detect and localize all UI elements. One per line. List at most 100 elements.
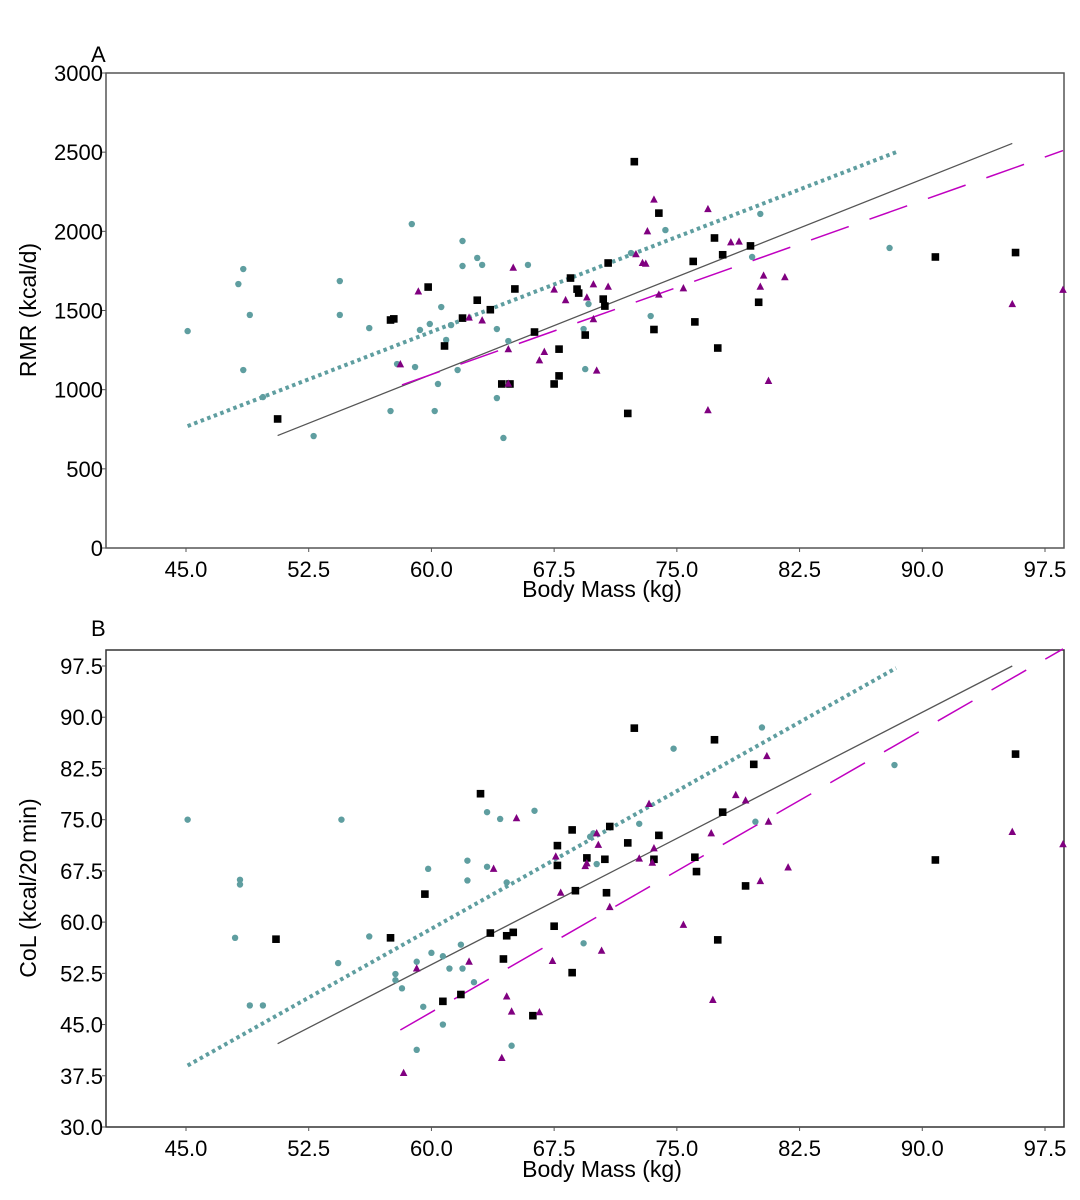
panel-b-x-ticks: 45.0 52.5 60.0 67.5 75.0 82.5 90.0 97.5 xyxy=(165,1127,1066,1161)
panel-a-point-circle xyxy=(582,365,589,373)
panel-a-point-triangle xyxy=(727,238,735,246)
panel-a-point-circle xyxy=(240,366,247,374)
panel-a-fit-lines xyxy=(186,142,1064,437)
panel-a-point-triangle xyxy=(561,295,570,304)
panel-a-point-triangle xyxy=(735,237,743,245)
panel-a-point-circle xyxy=(366,324,373,332)
panel-b-y-tick-label: 82.5 xyxy=(60,756,103,781)
panel-a-point-square xyxy=(691,318,699,326)
panel-a-y-tick-label: 2000 xyxy=(54,219,103,244)
panel-b-point-triangle xyxy=(399,1068,408,1077)
panel-a-point-square xyxy=(604,259,612,267)
panel-b: B 30.0 37.5 45.0 52.5 60.0 67.5 75.0 82.5 90.0 97… xyxy=(15,616,1067,1182)
panel-b-x-tick-label: 52.5 xyxy=(287,1136,330,1161)
panel-a-point-circle xyxy=(585,300,592,308)
panel-a-y-tick-label: 1000 xyxy=(54,378,103,403)
panel-b-point-triangle xyxy=(548,956,557,965)
panel-b-x-axis-title: Body Mass (kg) xyxy=(522,1156,682,1182)
panel-b-y-tick-label: 75.0 xyxy=(60,808,103,833)
panel-b-y-tick-label: 90.0 xyxy=(60,705,103,730)
panel-a-point-square xyxy=(458,314,467,322)
panel-a-point-square xyxy=(718,250,727,259)
panel-b-point-circle xyxy=(338,816,345,823)
panel-b-y-tick-label: 60.0 xyxy=(60,910,103,935)
panel-b-point-circle xyxy=(752,818,759,825)
panel-a-frame xyxy=(105,72,1065,549)
panel-b-point-square xyxy=(710,735,719,744)
panel-b-point-square xyxy=(568,968,576,977)
panel-b-x-tick-label: 45.0 xyxy=(165,1136,208,1161)
panel-b-point-square xyxy=(650,855,658,864)
panel-a-point-triangle xyxy=(1059,285,1067,293)
panel-b-point-circle xyxy=(236,881,244,888)
panel-b-point-triangle xyxy=(489,864,498,872)
panel-b-x-tick-label: 90.0 xyxy=(901,1136,944,1161)
panel-a-point-square xyxy=(550,380,558,388)
panel-b-point-circle xyxy=(580,940,587,947)
panel-a-x-ticks: 45.0 52.5 60.0 67.5 75.0 82.5 90.0 97.5 xyxy=(165,548,1066,582)
panel-a-point-circle xyxy=(431,407,438,415)
panel-b-point-triangle xyxy=(756,876,765,885)
panel-a-point-square xyxy=(389,315,398,323)
panel-b-point-circle xyxy=(670,745,677,752)
panel-b-points xyxy=(184,724,1067,1077)
panel-a-point-square xyxy=(713,344,722,352)
panel-a-point-circle xyxy=(434,380,442,388)
panel-b-point-triangle xyxy=(535,1007,544,1016)
panel-a-x-tick-label: 75.0 xyxy=(655,557,698,582)
panel-a-point-triangle xyxy=(632,249,640,258)
panel-b-x-tick-label: 75.0 xyxy=(655,1136,698,1161)
panel-a-x-axis-title: Body Mass (kg) xyxy=(522,576,682,602)
panel-b-point-square xyxy=(749,760,758,769)
panel-a-point-circle xyxy=(493,325,501,333)
panel-a-point-triangle xyxy=(589,314,598,323)
panel-a-point-circle xyxy=(408,220,415,228)
panel-a-point-circle xyxy=(647,312,654,320)
panel-a-point-circle xyxy=(748,253,756,261)
panel-b-y-tick-label: 97.5 xyxy=(60,654,103,679)
panel-b-point-triangle xyxy=(635,854,644,862)
panel-b-y-tick-label: 37.5 xyxy=(60,1064,103,1089)
panel-b-point-circle xyxy=(259,1002,267,1009)
panel-a: A 0 500 1000 1500 2000 2500 3000 45.0 52.5 60.0 6… xyxy=(15,42,1067,602)
panel-a-points xyxy=(184,157,1067,442)
panel-a-y-tick-label: 3000 xyxy=(54,61,103,86)
panel-b-point-circle xyxy=(366,933,373,940)
panel-b-point-square xyxy=(553,841,562,850)
panel-b-point-square xyxy=(1011,750,1020,758)
panel-a-y-tick-label: 2500 xyxy=(54,140,103,165)
panel-a-point-circle xyxy=(474,254,481,262)
panel-a-point-square xyxy=(530,328,539,336)
panel-b-point-square xyxy=(550,922,558,931)
panel-b-fit-line-dashed xyxy=(399,648,1064,1031)
panel-b-point-circle xyxy=(891,761,898,769)
panel-a-point-square xyxy=(1011,248,1020,257)
panel-a-point-square xyxy=(754,298,763,307)
panel-b-frame xyxy=(105,649,1065,1128)
panel-a-point-triangle xyxy=(655,290,663,298)
panel-a-point-circle xyxy=(416,326,424,334)
panel-a-point-triangle xyxy=(414,287,423,295)
panel-a-point-square xyxy=(555,345,563,353)
panel-a-point-circle xyxy=(184,327,191,335)
panel-b-point-circle xyxy=(392,976,399,984)
panel-b-y-tick-label: 52.5 xyxy=(60,961,103,986)
panel-a-point-circle xyxy=(886,244,893,252)
panel-a-fit-line-dotted xyxy=(186,150,897,428)
panel-a-point-circle xyxy=(240,265,247,273)
panel-a-x-tick-label: 60.0 xyxy=(410,557,453,582)
panel-a-point-triangle xyxy=(540,347,549,355)
panel-b-point-square xyxy=(529,1011,537,1020)
panel-b-x-tick-label: 60.0 xyxy=(410,1136,453,1161)
panel-a-point-circle xyxy=(757,210,764,218)
panel-a-point-square xyxy=(601,302,609,310)
panel-b-point-circle xyxy=(439,953,447,960)
panel-b-point-circle xyxy=(398,985,406,992)
panel-b-point-circle xyxy=(392,970,399,978)
panel-b-point-square xyxy=(601,855,609,864)
panel-b-point-square xyxy=(272,935,280,943)
panel-b-point-triangle xyxy=(597,946,606,954)
panel-a-point-triangle xyxy=(478,316,486,324)
panel-b-point-circle xyxy=(459,965,466,972)
